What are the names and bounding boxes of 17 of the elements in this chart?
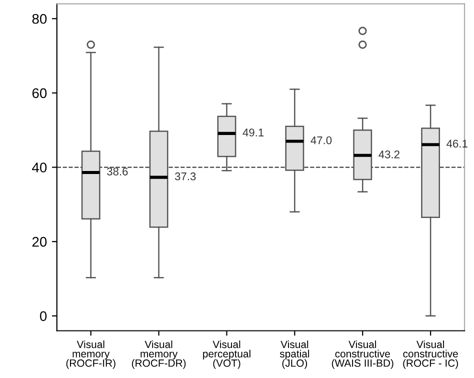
annotation: 49.1 xyxy=(242,128,264,136)
y-tick-label: 80 xyxy=(32,14,47,24)
x-tick-label: Visual constructive (WAIS III-BD) xyxy=(332,340,394,369)
y-tick-label: 20 xyxy=(32,236,47,247)
annotation: 46.1 xyxy=(446,140,468,148)
x-tick-label: Visual memory (ROCF-IR) xyxy=(66,340,116,369)
y-tick-label: 60 xyxy=(32,88,47,98)
x-tick-label: Visual spatial (JLO) xyxy=(280,340,310,369)
annotation: 37.3 xyxy=(174,172,196,180)
y-tick-label: 40 xyxy=(32,162,47,172)
x-tick-label: Visual memory (ROCF-DR) xyxy=(132,340,186,369)
x-tick-label: Visual perceptual (VOT) xyxy=(203,340,250,369)
annotation: 47.0 xyxy=(310,136,332,144)
x-tick-label: Visual constructive (ROCF - IC) xyxy=(403,340,458,369)
annotation: 43.2 xyxy=(378,150,400,158)
y-tick-label: 0 xyxy=(40,311,47,322)
annotation: 38.6 xyxy=(107,168,128,176)
